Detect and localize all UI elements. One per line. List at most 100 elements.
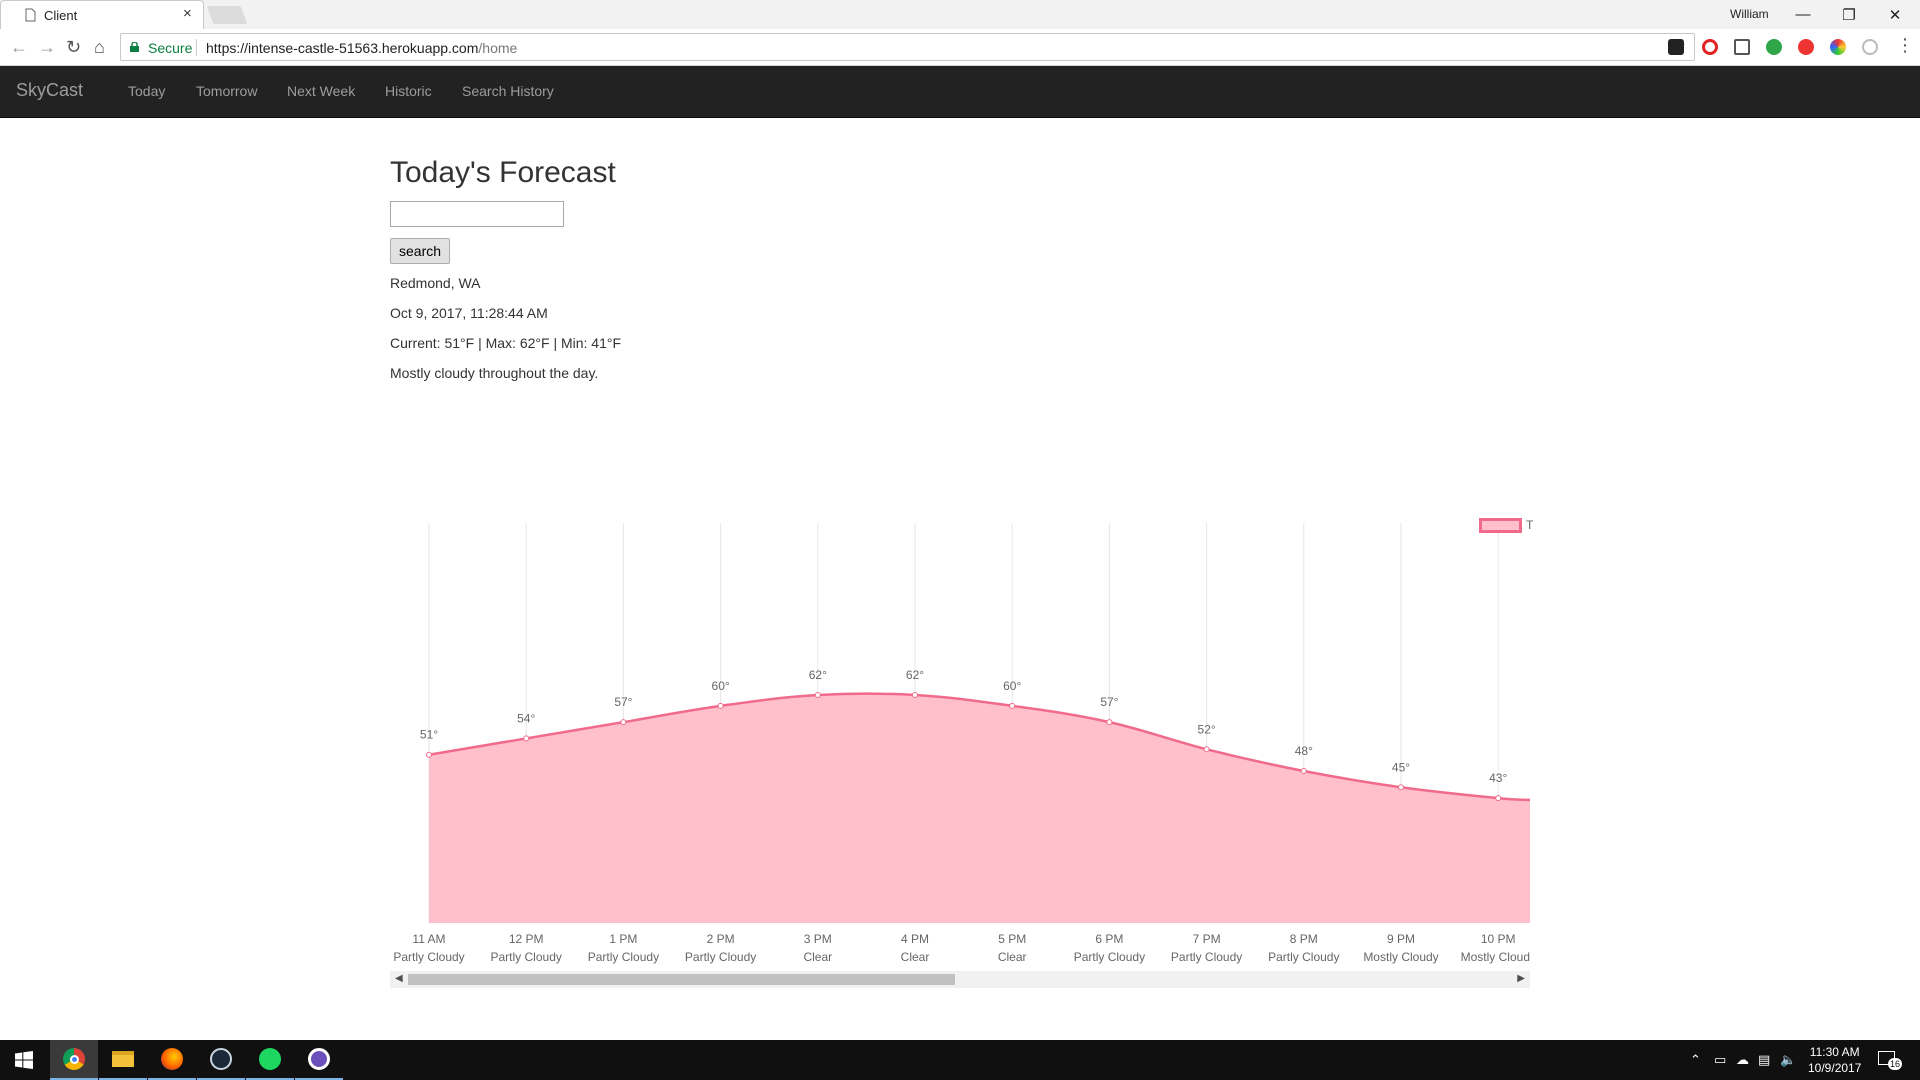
back-icon[interactable]: ← <box>10 37 28 57</box>
scroll-right-arrow-icon[interactable]: ▶ <box>1517 973 1525 984</box>
x-tick-label: 10 PM <box>1481 932 1516 946</box>
volume-icon[interactable]: 🔈 <box>1780 1052 1797 1067</box>
condition-label: Mostly Cloudy <box>1363 950 1438 964</box>
tab-title: Client <box>44 8 78 23</box>
home-icon[interactable]: ⌂ <box>94 37 105 57</box>
data-point <box>620 719 627 726</box>
red-extension-icon[interactable] <box>1798 39 1814 55</box>
data-point <box>1300 768 1307 774</box>
search-button[interactable]: search <box>390 238 451 264</box>
amazon-extension-icon[interactable] <box>1668 39 1684 55</box>
data-label: 57° <box>1100 695 1118 709</box>
cast-icon[interactable] <box>1734 39 1750 55</box>
page-title: Today's Forecast <box>390 156 616 189</box>
temperature-area <box>429 693 1530 923</box>
forecast-summary: Mostly cloudy throughout the day. <box>390 365 599 381</box>
data-point <box>814 692 821 698</box>
datetime-text: Oct 9, 2017, 11:28:44 AM <box>390 305 548 321</box>
data-point <box>1106 719 1113 726</box>
data-label: 52° <box>1198 722 1216 736</box>
forecast-chart: 51° 11 AM Partly Cloudy 54° 12 PM Partly Clou… <box>390 398 1533 988</box>
condition-label: Partly Cloudy <box>1171 950 1242 964</box>
minimize-icon[interactable]: — <box>1795 6 1811 23</box>
nav-today[interactable]: Today <box>128 83 166 99</box>
x-tick-label: 9 PM <box>1387 932 1415 946</box>
nav-search-history[interactable]: Search History <box>462 83 554 99</box>
x-tick-label: 6 PM <box>1095 932 1123 946</box>
condition-label: Partly Cloudy <box>685 950 756 964</box>
onedrive-icon[interactable]: ☁ <box>1736 1052 1749 1067</box>
tray-chevron-icon[interactable]: ⌃ <box>1690 1052 1701 1067</box>
x-tick-label: 8 PM <box>1290 932 1318 946</box>
purple-app-icon[interactable] <box>295 1040 343 1080</box>
lock-icon <box>130 42 139 52</box>
data-label: 62° <box>906 668 924 682</box>
windows-taskbar: ⌃ ▭ ☁ ▤ 🔈 11:30 AM 10/9/2017 16 <box>0 1040 1920 1080</box>
url-host: https://intense-castle-51563.herokuapp.c… <box>206 40 479 56</box>
chart-canvas: 51° 11 AM Partly Cloudy 54° 12 PM Partly Clou… <box>393 523 1530 964</box>
browser-tabstrip: Client × William — ❐ ✕ <box>0 0 1920 29</box>
firefox-icon[interactable] <box>148 1040 196 1080</box>
network-icon[interactable]: ▤ <box>1758 1052 1771 1067</box>
data-point <box>912 692 918 698</box>
chrome-taskbar-icon[interactable] <box>50 1040 98 1080</box>
data-point <box>426 751 432 758</box>
page-icon <box>25 8 36 22</box>
spotify-icon[interactable] <box>246 1040 294 1080</box>
data-point <box>1203 746 1210 753</box>
profile-name[interactable]: William <box>1730 7 1769 21</box>
battery-icon[interactable]: ▭ <box>1714 1052 1727 1067</box>
browser-tab[interactable]: Client × <box>0 0 204 29</box>
condition-label: Partly Cloudy <box>1268 950 1339 964</box>
url-text[interactable]: https://intense-castle-51563.herokuapp.c… <box>206 40 517 56</box>
address-bar[interactable]: Secure https://intense-castle-51563.hero… <box>120 33 1695 61</box>
data-point <box>1009 702 1016 709</box>
condition-label: Clear <box>901 950 930 964</box>
restore-icon[interactable]: ❐ <box>1842 6 1856 24</box>
color-extension-icon[interactable] <box>1830 39 1846 55</box>
notification-count: 16 <box>1888 1058 1902 1070</box>
data-label: 43° <box>1489 771 1507 785</box>
data-point <box>523 735 530 742</box>
file-explorer-icon[interactable] <box>99 1040 147 1080</box>
data-label: 62° <box>809 668 827 682</box>
nav-next-week[interactable]: Next Week <box>287 83 356 99</box>
reload-icon[interactable]: ↻ <box>66 37 82 57</box>
x-tick-label: 1 PM <box>609 932 637 946</box>
opera-extension-icon[interactable] <box>1702 39 1718 55</box>
new-tab-button[interactable] <box>206 6 248 24</box>
steam-icon[interactable] <box>197 1040 245 1080</box>
url-path: /home <box>478 40 518 56</box>
condition-label: Mostly Cloud <box>1461 950 1530 964</box>
nav-tomorrow[interactable]: Tomorrow <box>196 83 258 99</box>
grey-extension-icon[interactable] <box>1862 39 1878 55</box>
data-point <box>1495 795 1502 802</box>
search-input[interactable] <box>390 201 564 227</box>
forward-icon[interactable]: → <box>38 37 56 57</box>
scrollbar-thumb[interactable] <box>408 974 955 985</box>
data-label: 60° <box>1003 679 1021 693</box>
chrome-menu-icon[interactable]: ⋮ <box>1896 35 1914 55</box>
data-label: 45° <box>1392 760 1410 774</box>
clock-time: 11:30 AM <box>1809 1045 1860 1059</box>
x-tick-label: 11 AM <box>412 932 445 946</box>
legend-swatch[interactable] <box>1479 518 1522 533</box>
window-close-icon[interactable]: ✕ <box>1888 6 1902 24</box>
system-clock[interactable]: 11:30 AM 10/9/2017 <box>1808 1044 1861 1076</box>
brand-logo[interactable]: SkyCast <box>16 80 84 100</box>
scroll-left-arrow-icon[interactable]: ◀ <box>395 973 403 984</box>
condition-label: Clear <box>803 950 832 964</box>
data-label: 51° <box>420 728 438 742</box>
green-extension-icon[interactable] <box>1766 39 1782 55</box>
data-point <box>717 702 724 709</box>
x-tick-label: 4 PM <box>901 932 929 946</box>
omnibox-divider <box>196 39 197 56</box>
nav-historic[interactable]: Historic <box>385 83 432 99</box>
x-tick-label: 5 PM <box>998 932 1026 946</box>
action-center-icon[interactable]: 16 <box>1878 1048 1902 1070</box>
windows-start-icon[interactable] <box>0 1040 48 1080</box>
tab-close-icon[interactable]: × <box>183 5 192 22</box>
chart-horizontal-scrollbar[interactable]: ◀ ▶ <box>390 971 1530 988</box>
x-tick-label: 3 PM <box>804 932 832 946</box>
condition-label: Partly Cloudy <box>588 950 659 964</box>
